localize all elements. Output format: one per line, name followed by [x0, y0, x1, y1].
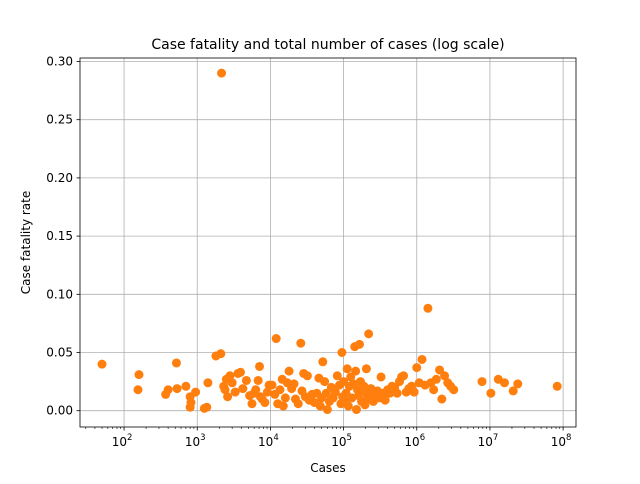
data-point — [423, 303, 433, 313]
data-point — [513, 379, 523, 389]
data-point — [223, 392, 233, 402]
data-point — [337, 348, 347, 357]
data-point — [230, 387, 240, 397]
data-point — [163, 385, 173, 395]
data-point — [253, 375, 263, 385]
data-point — [376, 372, 386, 382]
data-point — [289, 379, 299, 389]
data-point — [191, 387, 201, 397]
data-point — [552, 381, 562, 391]
data-point — [361, 364, 371, 374]
chart-title: Case fatality and total number of cases … — [151, 37, 504, 53]
data-point — [203, 378, 213, 388]
data-point — [296, 338, 306, 348]
data-point — [267, 380, 277, 390]
x-tick-label: 107 — [478, 433, 499, 449]
data-point — [435, 365, 445, 375]
y-tick-label: 0.00 — [46, 404, 73, 418]
y-tick-label: 0.05 — [46, 346, 73, 360]
y-tick-label: 0.10 — [46, 287, 73, 301]
data-point — [351, 366, 361, 376]
data-point — [392, 388, 402, 398]
data-point — [412, 363, 422, 373]
data-point — [320, 377, 330, 387]
data-point — [332, 371, 342, 381]
data-point — [255, 361, 265, 371]
data-point — [351, 405, 361, 415]
data-point — [417, 354, 427, 364]
data-point — [343, 401, 353, 411]
data-point — [355, 339, 364, 349]
data-point — [318, 357, 328, 367]
data-point — [238, 384, 248, 394]
data-point — [380, 395, 390, 405]
data-point — [260, 398, 270, 408]
plot-area-frame — [79, 57, 577, 428]
y-tick-label: 0.25 — [46, 113, 73, 127]
data-point — [220, 385, 230, 395]
y-axis-label: Case fatality rate — [19, 191, 33, 294]
data-point — [271, 334, 281, 344]
data-point — [235, 367, 245, 377]
data-point — [315, 401, 325, 411]
data-point — [431, 374, 441, 384]
data-point — [321, 388, 331, 398]
x-tick-label: 104 — [258, 433, 279, 449]
data-point — [171, 358, 181, 368]
data-point — [185, 402, 195, 412]
data-point — [134, 370, 144, 380]
data-point — [241, 375, 251, 385]
grid-lines — [80, 58, 576, 427]
data-point — [284, 366, 294, 376]
x-axis-label: Cases — [310, 461, 346, 475]
data-point — [225, 371, 235, 381]
data-point — [251, 385, 261, 395]
data-point — [359, 381, 369, 391]
data-point — [499, 378, 509, 388]
data-point — [486, 388, 496, 398]
data-point — [181, 381, 191, 391]
y-tick-label: 0.30 — [46, 54, 73, 68]
data-points — [97, 68, 562, 415]
data-point — [275, 385, 285, 395]
data-point — [330, 387, 340, 397]
x-tick-label: 103 — [185, 433, 206, 449]
data-point — [227, 378, 237, 388]
data-point — [262, 387, 272, 397]
x-tick-label: 106 — [404, 433, 425, 449]
data-point — [133, 385, 143, 395]
data-point — [172, 384, 182, 394]
data-point — [202, 402, 212, 412]
data-point — [437, 394, 447, 404]
y-tick-label: 0.20 — [46, 171, 73, 185]
data-point — [364, 329, 374, 339]
data-point — [247, 399, 257, 409]
data-point — [293, 399, 303, 409]
data-point — [280, 393, 290, 403]
data-point — [278, 401, 288, 411]
data-point — [322, 405, 332, 415]
y-axis-ticks: 0.00 0.05 0.10 0.15 0.20 0.25 0.30 — [46, 54, 80, 418]
x-tick-label: 105 — [331, 433, 352, 449]
data-point — [216, 349, 226, 359]
x-axis-ticks: 102 103 104 105 106 107 108 — [85, 427, 572, 449]
data-point — [477, 377, 487, 387]
data-point — [440, 371, 450, 381]
x-tick-label: 108 — [551, 433, 572, 449]
data-point — [399, 371, 409, 381]
y-tick-label: 0.15 — [46, 229, 73, 243]
data-point — [217, 68, 227, 78]
data-point — [342, 364, 352, 374]
x-tick-label: 102 — [112, 433, 133, 449]
data-point — [97, 359, 107, 369]
data-point — [429, 385, 439, 395]
data-point — [449, 385, 459, 395]
data-point — [508, 386, 518, 396]
data-point — [409, 387, 419, 397]
data-point — [302, 371, 312, 381]
